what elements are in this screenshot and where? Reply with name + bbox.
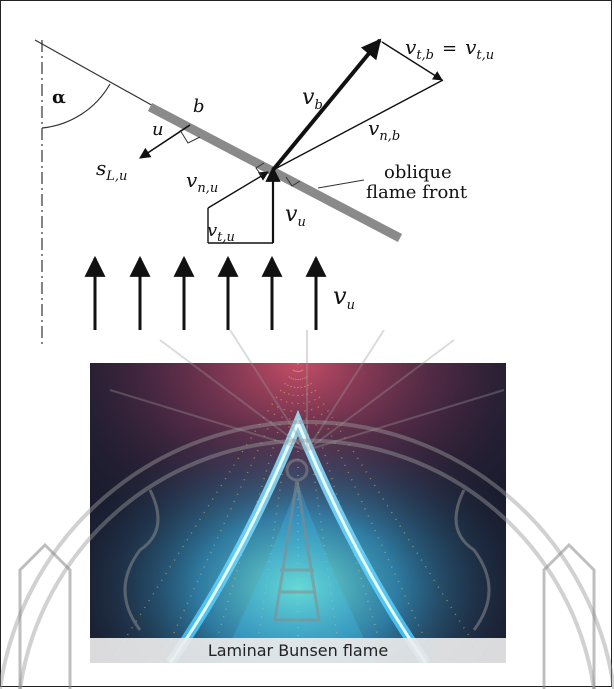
label-oblique: oblique	[384, 162, 452, 183]
label-v-b: vb	[302, 85, 323, 113]
v-nu-arrow	[207, 171, 269, 209]
label-v-nu: vn,u	[186, 168, 218, 196]
flame-front-leader	[317, 179, 365, 189]
right-angle-mark-right	[285, 176, 301, 187]
label-b: b	[193, 96, 205, 117]
v-nb-arrow	[272, 79, 444, 171]
label-v-tb-equation: vt,b = vt,u	[405, 35, 494, 63]
s-lu-arrow	[139, 124, 191, 159]
label-alpha: α	[52, 87, 66, 108]
right-angle-mark-left	[255, 162, 265, 177]
right-angle-mark-u	[179, 129, 201, 144]
flame-image	[90, 363, 506, 663]
bunsen-flame-photo: Laminar Bunsen flame	[90, 363, 506, 663]
label-flame-front: flame front	[366, 182, 468, 203]
alpha-angle-arc	[41, 83, 111, 129]
label-v-nb: vn,b	[368, 116, 400, 144]
photo-caption: Laminar Bunsen flame	[90, 638, 506, 663]
label-v-u-flow: vu	[333, 282, 355, 313]
label-v-u-near: vu	[285, 202, 306, 230]
label-v-tu: vt,u	[207, 220, 235, 245]
flame-velocity-diagram: α b u vb vt,b = vt,u vn,b sL,u vn,u vu vt,…	[34, 35, 494, 345]
v-tb-arrow	[381, 41, 443, 81]
flame-front-extension	[34, 39, 156, 108]
v-b-arrow	[271, 38, 382, 172]
label-u: u	[152, 119, 164, 140]
label-s-lu: sL,u	[96, 156, 127, 184]
